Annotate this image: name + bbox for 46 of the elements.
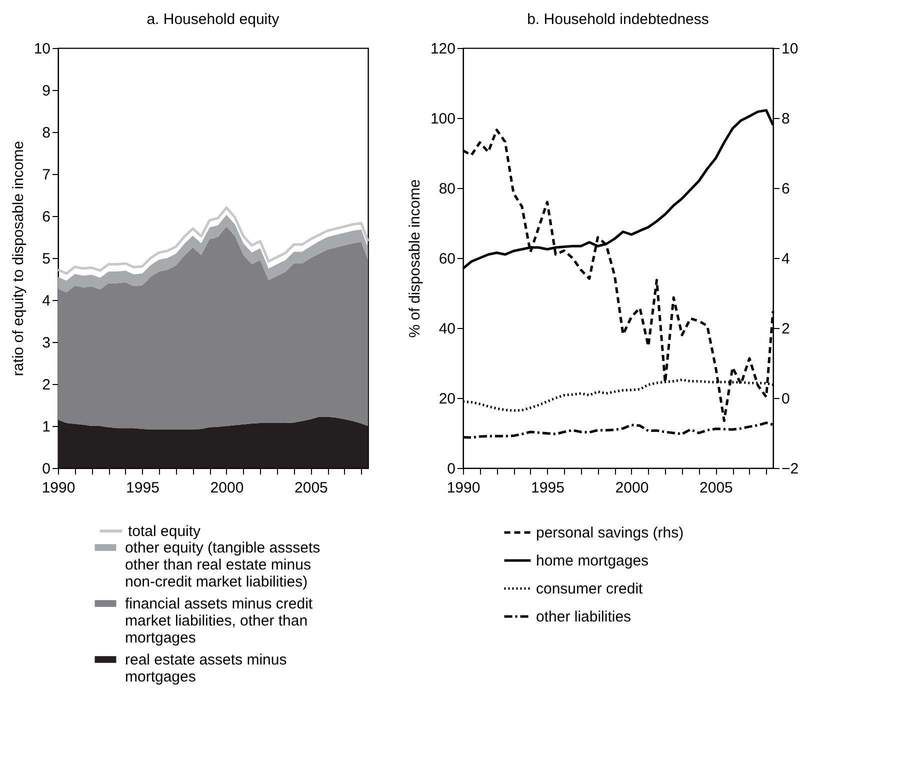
y-tick-label: 60: [438, 250, 456, 268]
legend-label: consumer credit: [536, 580, 644, 598]
y2-tick-label: −2: [782, 460, 799, 478]
x-tick-label: 1990: [42, 480, 76, 496]
y2-tick-label: 4: [782, 250, 790, 268]
chart-title: b. Household indebtedness: [527, 11, 709, 28]
x-tick-label: 2005: [294, 480, 328, 496]
x-tick-label: 1995: [126, 480, 160, 496]
y2-tick-label: 10: [782, 40, 798, 58]
legend-label: total equity: [128, 523, 202, 540]
legend-label: other equity (tangible asssets other than real estate minus non-credit market liabilities): [125, 540, 320, 590]
y-tick-label: 10: [34, 40, 50, 58]
y-tick-label: 5: [42, 250, 50, 268]
y2-tick-label: 0: [782, 390, 790, 408]
y-tick-label: 4: [42, 292, 50, 310]
y-tick-label: 2: [42, 376, 50, 394]
y-tick-label: 40: [438, 320, 456, 338]
y-tick-label: 1: [42, 418, 50, 436]
x-tick-label: 1995: [531, 480, 564, 496]
x-tick-label: 2005: [700, 480, 733, 496]
y2-tick-label: 6: [782, 180, 790, 198]
x-tick-label: 2000: [615, 480, 649, 496]
y-axis-title: ratio of equity to disposable income: [10, 140, 27, 376]
y-tick-label: 9: [42, 82, 50, 100]
legend-label: home mortgages: [536, 552, 649, 570]
legend-label: financial assets minus credit market liabilities, other than mortgages: [125, 596, 314, 646]
y-tick-label: 120: [430, 40, 456, 58]
y-tick-label: 3: [42, 334, 50, 352]
y-tick-label: 6: [42, 208, 50, 226]
y-tick-label: 20: [438, 390, 456, 408]
legend-label: personal savings (rhs): [536, 524, 684, 542]
y-tick-label: 100: [430, 110, 456, 128]
chart-title: a. Household equity: [146, 11, 280, 28]
x-tick-label: 1990: [446, 480, 480, 496]
y-tick-label: 80: [438, 180, 456, 198]
y2-tick-label: 2: [782, 320, 790, 338]
y-tick-label: 8: [42, 124, 50, 142]
y2-tick-label: 8: [782, 110, 790, 128]
legend-label: other liabilities: [536, 608, 632, 626]
x-tick-label: 2000: [210, 480, 244, 496]
legend-label: real estate assets minus mortgages: [125, 652, 287, 686]
y-tick-label: 0: [42, 460, 50, 478]
y-tick-label: 0: [447, 460, 456, 478]
y-axis-title: % of disposable income: [406, 179, 424, 338]
y-tick-label: 7: [42, 166, 50, 184]
line-series: [56, 206, 370, 275]
